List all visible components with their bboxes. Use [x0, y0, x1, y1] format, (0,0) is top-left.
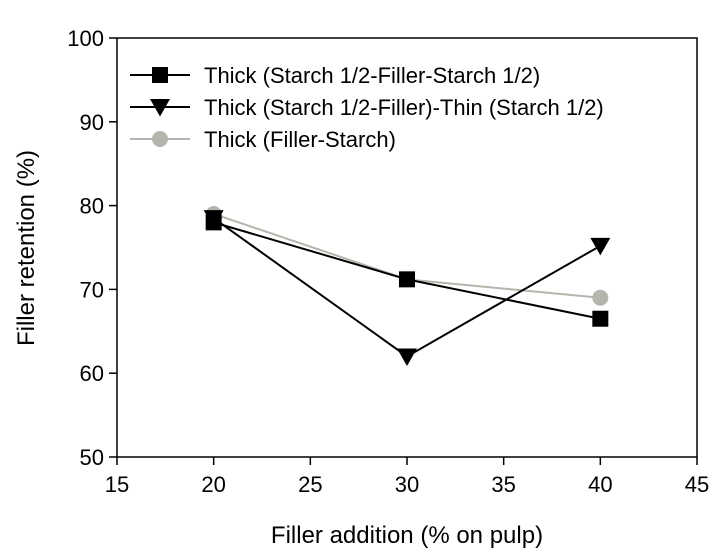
y-tick-label: 70	[80, 277, 104, 302]
x-tick-label: 40	[588, 472, 612, 497]
x-tick-label: 15	[105, 472, 129, 497]
circle-marker	[152, 131, 168, 147]
legend-label: Thick (Starch 1/2-Filler-Starch 1/2)	[204, 63, 540, 88]
square-marker	[592, 310, 609, 327]
x-axis-title: Filler addition (% on pulp)	[271, 522, 543, 549]
legend-item: Thick (Starch 1/2-Filler-Starch 1/2)	[130, 63, 540, 88]
y-tick-label: 100	[67, 26, 104, 51]
y-tick-label: 90	[80, 110, 104, 135]
x-axis: 15 20 25 30 35 40 45	[105, 457, 709, 497]
x-tick-label: 20	[201, 472, 225, 497]
circle-marker	[592, 289, 609, 306]
legend-item: Thick (Filler-Starch)	[130, 127, 396, 152]
triangle-marker	[203, 210, 224, 228]
y-axis: 50 60 70 80 90 100	[67, 26, 117, 470]
y-axis-title: Filler retention (%)	[13, 150, 40, 346]
series-layer	[203, 205, 611, 366]
square-marker	[399, 271, 415, 288]
x-tick-label: 35	[491, 472, 515, 497]
y-tick-label: 50	[80, 445, 104, 470]
triangle-marker	[397, 348, 417, 366]
x-tick-label: 30	[395, 472, 419, 497]
y-tick-label: 60	[80, 361, 104, 386]
triangle-marker	[590, 237, 611, 256]
triangle-marker	[150, 99, 170, 117]
x-tick-label: 45	[685, 472, 709, 497]
series-triangle-down	[203, 210, 611, 366]
y-tick-label: 80	[80, 194, 104, 219]
series-line	[213, 221, 601, 320]
x-tick-label: 25	[298, 472, 322, 497]
legend-item: Thick (Starch 1/2-Filler)-Thin (Starch 1…	[130, 95, 604, 120]
legend: Thick (Starch 1/2-Filler-Starch 1/2) Thic…	[130, 63, 604, 152]
square-marker	[152, 67, 168, 83]
legend-label: Thick (Filler-Starch)	[204, 127, 396, 152]
legend-label: Thick (Starch 1/2-Filler)-Thin (Starch 1…	[204, 95, 604, 120]
